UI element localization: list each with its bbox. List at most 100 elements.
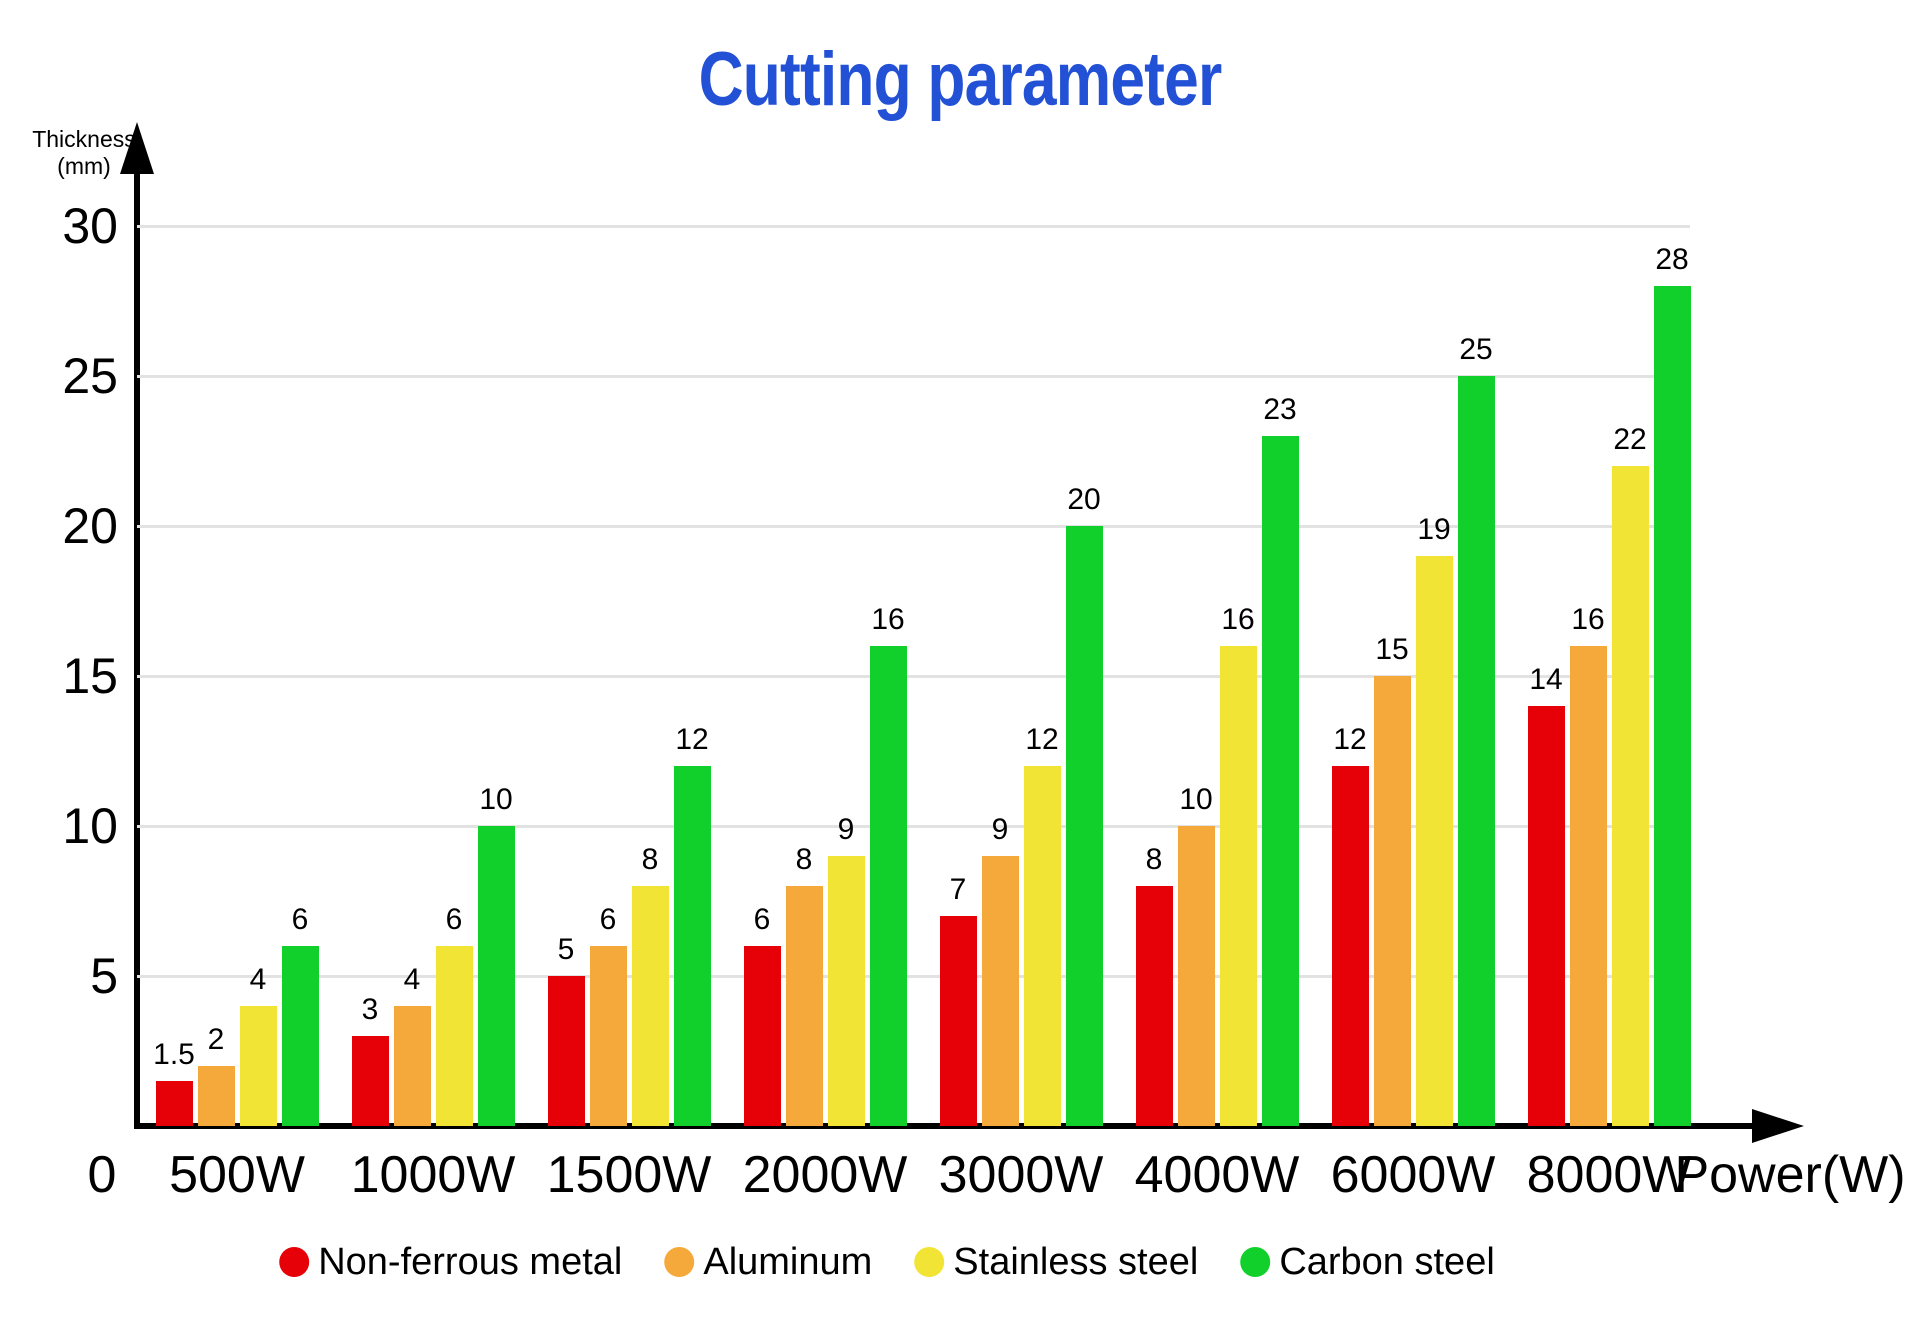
- bar-3000W-aluminum: [981, 856, 1019, 1126]
- bar-1000W-aluminum: [393, 1006, 431, 1126]
- y-axis-arrow-icon: [120, 122, 154, 174]
- x-axis-title: Power(W): [1674, 1146, 1906, 1204]
- bar-4000W-aluminum: [1177, 826, 1215, 1126]
- legend-label: Aluminum: [703, 1241, 873, 1283]
- x-category-label-3000W: 3000W: [938, 1146, 1104, 1204]
- y-tick-label-20: 20: [62, 498, 118, 554]
- bar-4000W-stainless-steel: [1219, 646, 1257, 1126]
- bar-1500W-stainless-steel: [631, 886, 669, 1126]
- legend-item-carbon-steel: Carbon steel: [1240, 1240, 1495, 1284]
- bar-value-label: 3: [361, 993, 379, 1026]
- legend-label: Stainless steel: [953, 1241, 1199, 1283]
- bar-500W-carbon-steel: [281, 946, 319, 1126]
- bar-1500W-non-ferrous-metal: [547, 976, 585, 1126]
- y-axis-title: Thickness (mm): [18, 126, 150, 180]
- x-axis-line: [134, 1123, 1756, 1129]
- bar-3000W-carbon-steel: [1065, 526, 1103, 1126]
- y-tick-label-10: 10: [62, 798, 118, 854]
- y-axis-title-line2: (mm): [57, 153, 111, 179]
- legend-dot-icon: [279, 1247, 310, 1277]
- bar-value-label: 7: [949, 873, 967, 906]
- bar-value-label: 8: [1145, 843, 1163, 876]
- bar-value-label: 6: [445, 903, 463, 936]
- bar-value-label: 14: [1529, 663, 1563, 696]
- bar-value-label: 6: [291, 903, 309, 936]
- bar-8000W-non-ferrous-metal: [1527, 706, 1565, 1126]
- legend-label: Non-ferrous metal: [318, 1241, 623, 1283]
- bar-value-label: 4: [249, 963, 267, 996]
- legend-item-non-ferrous-metal: Non-ferrous metal: [279, 1240, 622, 1284]
- bar-value-label: 20: [1067, 483, 1101, 516]
- y-tick-label-30: 30: [62, 198, 118, 254]
- x-origin-label: 0: [87, 1146, 117, 1204]
- bar-value-label: 1.5: [153, 1038, 195, 1071]
- bar-value-label: 12: [1333, 723, 1367, 756]
- y-axis-line: [134, 168, 140, 1129]
- bar-1000W-non-ferrous-metal: [351, 1036, 389, 1126]
- legend-dot-icon: [664, 1247, 695, 1277]
- bar-value-label: 4: [403, 963, 421, 996]
- y-tick-label-5: 5: [90, 948, 118, 1004]
- bar-2000W-carbon-steel: [869, 646, 907, 1126]
- bar-value-label: 12: [675, 723, 709, 756]
- gridline-15: [137, 674, 1690, 678]
- legend-dot-icon: [914, 1247, 945, 1277]
- bar-6000W-carbon-steel: [1457, 376, 1495, 1126]
- bar-8000W-stainless-steel: [1611, 466, 1649, 1126]
- bar-value-label: 22: [1613, 423, 1647, 456]
- gridline-30: [137, 224, 1690, 228]
- bar-1500W-aluminum: [589, 946, 627, 1126]
- x-category-label-1500W: 1500W: [546, 1146, 712, 1204]
- bar-value-label: 6: [599, 903, 617, 936]
- legend-item-aluminum: Aluminum: [664, 1240, 872, 1284]
- bar-6000W-non-ferrous-metal: [1331, 766, 1369, 1126]
- bar-2000W-non-ferrous-metal: [743, 946, 781, 1126]
- bar-500W-non-ferrous-metal: [155, 1081, 193, 1126]
- gridline-5: [137, 974, 1690, 978]
- bar-2000W-stainless-steel: [827, 856, 865, 1126]
- x-category-label-4000W: 4000W: [1134, 1146, 1300, 1204]
- bar-4000W-carbon-steel: [1261, 436, 1299, 1126]
- bar-6000W-stainless-steel: [1415, 556, 1453, 1126]
- bar-8000W-aluminum: [1569, 646, 1607, 1126]
- bar-value-label: 23: [1263, 393, 1297, 426]
- legend-item-stainless-steel: Stainless steel: [914, 1240, 1198, 1284]
- bar-value-label: 8: [641, 843, 659, 876]
- bar-value-label: 28: [1655, 243, 1689, 276]
- bar-value-label: 16: [1221, 603, 1255, 636]
- x-category-label-2000W: 2000W: [742, 1146, 908, 1204]
- legend-dot-icon: [1240, 1247, 1271, 1277]
- legend: Non-ferrous metal Aluminum Stainless steel…: [279, 1240, 1495, 1284]
- bar-3000W-stainless-steel: [1023, 766, 1061, 1126]
- x-category-label-6000W: 6000W: [1330, 1146, 1496, 1204]
- bar-value-label: 25: [1459, 333, 1493, 366]
- bar-8000W-carbon-steel: [1653, 286, 1691, 1126]
- bar-2000W-aluminum: [785, 886, 823, 1126]
- bar-value-label: 10: [1179, 783, 1213, 816]
- x-category-label-1000W: 1000W: [350, 1146, 516, 1204]
- gridline-10: [137, 824, 1690, 828]
- bar-value-label: 6: [753, 903, 771, 936]
- x-axis-arrow-icon: [1752, 1109, 1804, 1143]
- bar-1000W-stainless-steel: [435, 946, 473, 1126]
- x-category-label-8000W: 8000W: [1526, 1146, 1692, 1204]
- bar-value-label: 16: [871, 603, 905, 636]
- legend-label: Carbon steel: [1279, 1241, 1495, 1283]
- bar-value-label: 10: [479, 783, 513, 816]
- x-category-label-500W: 500W: [169, 1146, 305, 1204]
- y-tick-label-15: 15: [62, 648, 118, 704]
- gridline-20: [137, 524, 1690, 528]
- bar-value-label: 12: [1025, 723, 1059, 756]
- bar-1500W-carbon-steel: [673, 766, 711, 1126]
- bar-value-label: 19: [1417, 513, 1451, 546]
- bar-value-label: 2: [207, 1023, 225, 1056]
- bar-1000W-carbon-steel: [477, 826, 515, 1126]
- bar-value-label: 9: [991, 813, 1009, 846]
- bar-3000W-non-ferrous-metal: [939, 916, 977, 1126]
- y-axis-title-line1: Thickness: [32, 126, 136, 152]
- bar-value-label: 9: [837, 813, 855, 846]
- chart-title: Cutting parameter: [698, 37, 1223, 122]
- bar-500W-aluminum: [197, 1066, 235, 1126]
- gridline-25: [137, 374, 1690, 378]
